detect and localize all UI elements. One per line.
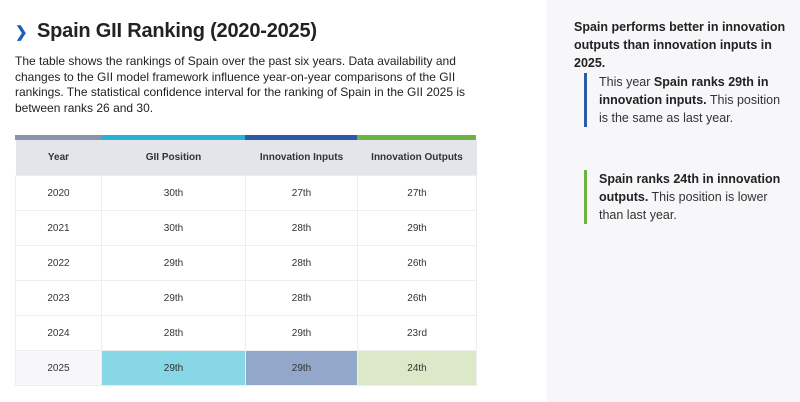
chevron-right-icon[interactable]: ❯ — [15, 23, 28, 41]
summary-sidebar: Spain performs better in innovation outp… — [547, 0, 800, 402]
table-header-row: Year GII Position Innovation Inputs Inno… — [15, 140, 477, 176]
table-row: 2023 29th 28th 26th — [15, 280, 477, 316]
table-row: 2020 30th 27th 27th — [15, 175, 477, 211]
gii-position-cell: 29th — [101, 245, 246, 281]
inputs-note-prefix: This year — [599, 75, 654, 89]
innovation-outputs-cell: 29th — [357, 210, 477, 246]
outputs-color-bar — [357, 135, 476, 140]
innovation-outputs-cell: 26th — [357, 245, 477, 281]
year-cell: 2024 — [15, 315, 102, 351]
table-row: 2022 29th 28th 26th — [15, 245, 477, 281]
year-color-bar — [15, 135, 101, 140]
table-row: 2024 28th 29th 23rd — [15, 315, 477, 351]
gii-position-cell-highlighted: 29th — [101, 350, 246, 386]
outputs-note-bold: Spain ranks 24th in innovation outputs. — [599, 172, 781, 204]
innovation-outputs-cell: 26th — [357, 280, 477, 316]
inputs-note: This year Spain ranks 29th in innovation… — [584, 73, 789, 127]
year-cell: 2020 — [15, 175, 102, 211]
inputs-note-suffix: This position is the same as last year. — [599, 93, 781, 125]
innovation-inputs-cell: 28th — [245, 210, 358, 246]
column-color-bar — [15, 135, 476, 140]
summary-heading: Spain performs better in innovation outp… — [574, 20, 786, 70]
innovation-outputs-cell: 23rd — [357, 315, 477, 351]
inputs-color-bar — [245, 135, 357, 140]
year-cell: 2023 — [15, 280, 102, 316]
column-header-year: Year — [15, 140, 102, 176]
page-title: Spain GII Ranking (2020-2025) — [37, 20, 317, 42]
innovation-inputs-cell: 29th — [245, 315, 358, 351]
gii-position-cell: 29th — [101, 280, 246, 316]
table-row-current-year: 2025 29th 29th 24th — [15, 350, 477, 386]
outputs-note: Spain ranks 24th in innovation outputs. … — [584, 170, 789, 224]
year-cell: 2022 — [15, 245, 102, 281]
innovation-outputs-cell-highlighted: 24th — [357, 350, 477, 386]
innovation-outputs-cell: 27th — [357, 175, 477, 211]
outputs-note-suffix: This position is lower than last year. — [599, 190, 768, 222]
year-cell: 2025 — [15, 350, 102, 386]
innovation-inputs-cell: 28th — [245, 245, 358, 281]
description-text: The table shows the rankings of Spain ov… — [15, 54, 466, 115]
main-panel: ❯ Spain GII Ranking (2020-2025) The tabl… — [15, 20, 477, 386]
column-header-innovation-outputs: Innovation Outputs — [357, 140, 477, 176]
year-cell: 2021 — [15, 210, 102, 246]
gii-position-cell: 30th — [101, 210, 246, 246]
innovation-inputs-cell: 28th — [245, 280, 358, 316]
gii-position-cell: 28th — [101, 315, 246, 351]
table-row: 2021 30th 28th 29th — [15, 210, 477, 246]
gii-position-cell: 30th — [101, 175, 246, 211]
column-header-innovation-inputs: Innovation Inputs — [245, 140, 358, 176]
section-header[interactable]: ❯ Spain GII Ranking (2020-2025) — [15, 20, 317, 43]
innovation-inputs-cell: 27th — [245, 175, 358, 211]
inputs-note-bold: Spain ranks 29th in innovation inputs. — [599, 75, 769, 107]
ranking-table: Year GII Position Innovation Inputs Inno… — [15, 140, 477, 386]
column-header-gii-position: GII Position — [101, 140, 246, 176]
innovation-inputs-cell-highlighted: 29th — [245, 350, 358, 386]
gii-color-bar — [101, 135, 245, 140]
